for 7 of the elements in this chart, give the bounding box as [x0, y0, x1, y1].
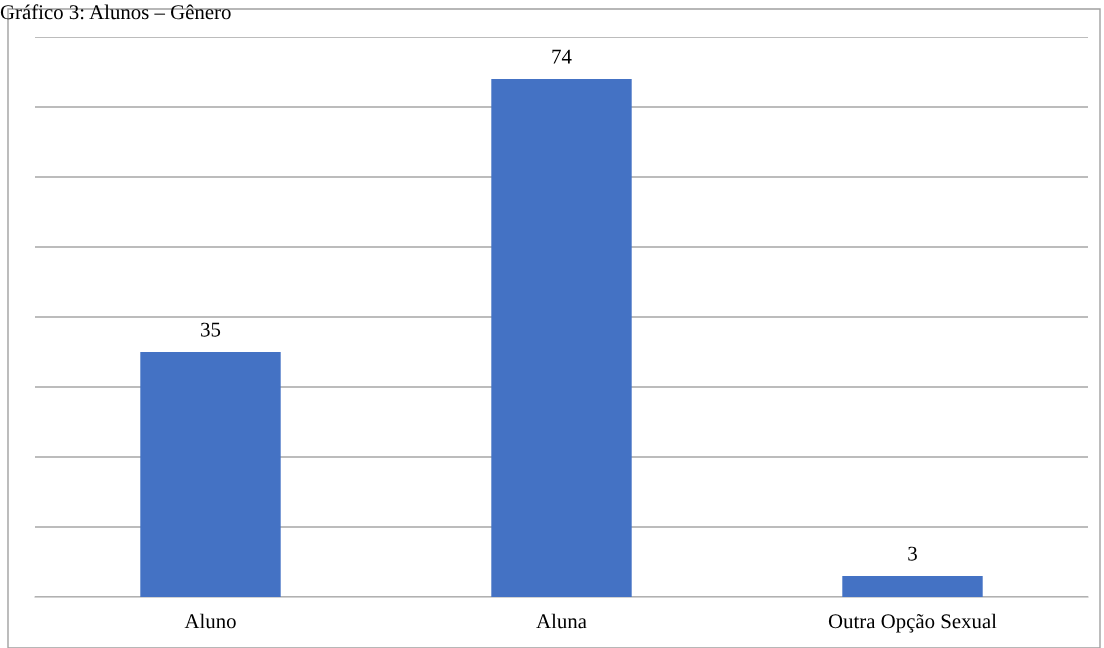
- x-tick-label: Aluno: [184, 613, 236, 629]
- data-label: 35: [201, 322, 221, 337]
- chart-title: Gráfico 3: Alunos – Gênero: [0, 4, 231, 20]
- data-label: 3: [908, 546, 917, 561]
- data-label: 74: [552, 49, 572, 64]
- x-tick-label: Aluna: [536, 613, 587, 629]
- x-tick-label: Outra Opção Sexual: [828, 613, 997, 633]
